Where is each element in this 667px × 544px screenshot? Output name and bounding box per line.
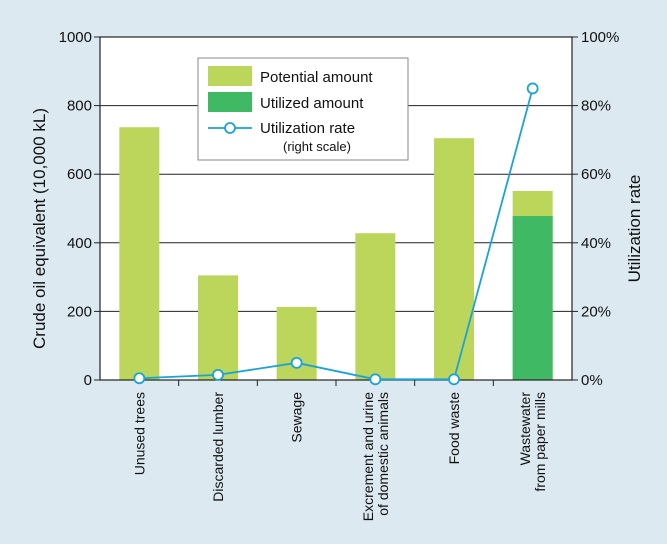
bar-potential-amount (434, 138, 474, 380)
y-tick-label: 200 (67, 303, 92, 320)
x-category-label: Wastewater (517, 392, 533, 466)
y-tick-label: 600 (67, 166, 92, 183)
bar-potential-amount (119, 127, 160, 380)
legend-swatch-utilized (208, 92, 252, 112)
legend-marker-rate (224, 122, 236, 134)
utilization-rate-point (212, 368, 224, 381)
x-category-label: Discarded lumber (210, 392, 226, 502)
utilization-rate-point (448, 373, 460, 386)
x-category-label: of domestic animals (375, 392, 391, 516)
x-category-label: Sewage (289, 392, 305, 443)
bar-potential-amount (276, 306, 317, 380)
utilization-rate-point (133, 372, 146, 385)
x-category-label: Food waste (446, 392, 462, 465)
y-axis-title: Crude oil equivalent (10,000 kL) (30, 108, 49, 349)
y-tick-label: 400 (67, 235, 92, 252)
y2-tick-label: 100% (581, 29, 619, 46)
legend-label-potential: Potential amount (260, 69, 373, 86)
y2-tick-label: 60% (581, 166, 611, 183)
legend-label-rate-sub: (right scale) (283, 139, 351, 154)
x-category-label: Unused trees (131, 392, 147, 475)
utilization-rate-line (139, 88, 534, 381)
bar-potential-amount (355, 233, 396, 380)
y-tick-label: 1000 (59, 29, 92, 46)
bar-utilized-amount (512, 216, 553, 380)
x-category-label: from paper mills (532, 392, 548, 492)
utilization-rate-point (369, 373, 382, 386)
utilization-rate-point (526, 82, 539, 95)
legend-swatch-potential (208, 66, 252, 86)
y2-tick-label: 0% (581, 372, 603, 389)
legend-label-utilized: Utilized amount (260, 95, 364, 112)
y2-tick-label: 80% (581, 98, 611, 115)
y-tick-label: 0 (84, 372, 92, 389)
y2-tick-label: 20% (581, 303, 611, 320)
legend-label-rate: Utilization rate (260, 120, 355, 137)
bar-potential-amount (198, 275, 238, 380)
y2-axis-title: Utilization rate (625, 175, 644, 283)
utilization-rate-point (290, 356, 303, 369)
y-tick-label: 800 (67, 98, 92, 115)
x-category-label: Excrement and urine (360, 392, 376, 521)
y2-tick-label: 40% (581, 235, 611, 252)
